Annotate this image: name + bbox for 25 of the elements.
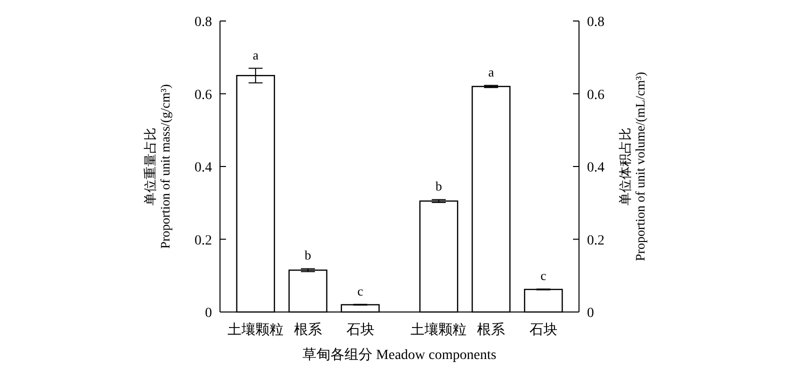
x-tick-label: 石块 <box>346 322 374 338</box>
y-tick-label: 0 <box>205 306 212 321</box>
x-tick-label: 根系 <box>477 322 506 338</box>
y2-axis-title: 单位体积占比 Proportion of unit volume/(mL/cm³) <box>618 72 648 262</box>
annotation: a <box>252 47 259 62</box>
y2-tick-label: 0.2 <box>587 233 604 248</box>
y2-tick-label: 0.6 <box>587 88 604 103</box>
x-tick-label: 根系 <box>294 322 322 338</box>
annotation: c <box>540 268 547 284</box>
y2-tick-label: 0.8 <box>587 15 604 30</box>
y-tick-label: 0.4 <box>194 160 212 176</box>
annotation: c <box>357 283 364 298</box>
annotation: b <box>436 178 442 194</box>
x-tick-label: 土壤颗粒 <box>228 322 284 338</box>
y-tick-label: 0.8 <box>194 15 212 30</box>
y2-tick-label: 0 <box>587 306 594 321</box>
x-tick-label: 土壤颗粒 <box>410 322 467 338</box>
x-axis-title: 草甸各组分 Meadow components <box>302 347 496 363</box>
y2-tick-label: 0.4 <box>587 160 604 176</box>
y-axis-title: 单位重量占比 Proportion of unit mass/(g/cm³) <box>142 84 172 249</box>
x-tick-label: 石块 <box>529 322 558 338</box>
annotation: b <box>304 248 312 263</box>
y-tick-label: 0.6 <box>194 88 212 103</box>
annotation: a <box>488 64 494 80</box>
y-tick-label: 0.2 <box>194 233 212 248</box>
